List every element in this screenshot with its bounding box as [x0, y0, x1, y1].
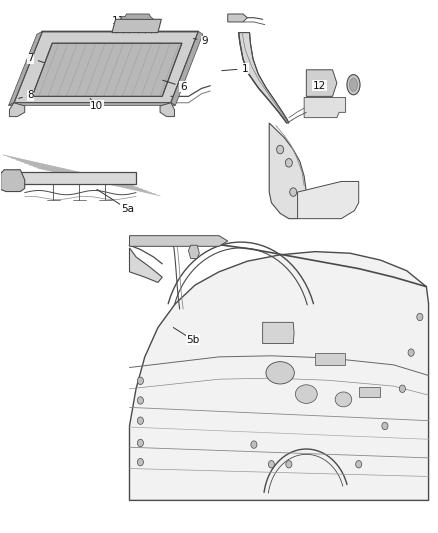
Polygon shape	[9, 31, 42, 106]
Polygon shape	[171, 31, 203, 106]
Circle shape	[417, 313, 423, 321]
Text: 12: 12	[313, 81, 326, 91]
Circle shape	[286, 461, 292, 468]
Ellipse shape	[350, 78, 357, 91]
Text: 8: 8	[27, 90, 34, 100]
Bar	[315, 353, 345, 365]
Polygon shape	[160, 103, 174, 117]
Circle shape	[356, 461, 362, 468]
Text: 9: 9	[202, 36, 208, 46]
Polygon shape	[130, 252, 428, 500]
Polygon shape	[228, 14, 247, 22]
Polygon shape	[10, 103, 25, 117]
Ellipse shape	[347, 75, 360, 95]
Text: 11: 11	[112, 16, 125, 26]
Circle shape	[138, 417, 144, 424]
Polygon shape	[263, 322, 294, 344]
Polygon shape	[1, 169, 25, 191]
Ellipse shape	[335, 392, 352, 407]
Text: 6: 6	[180, 82, 187, 92]
Polygon shape	[297, 181, 359, 219]
Text: 13: 13	[347, 83, 360, 93]
Circle shape	[251, 441, 257, 448]
Polygon shape	[20, 172, 136, 184]
Text: 10: 10	[90, 101, 103, 111]
Circle shape	[138, 439, 144, 447]
Circle shape	[138, 397, 144, 404]
Circle shape	[138, 377, 144, 384]
Circle shape	[268, 461, 275, 468]
Polygon shape	[130, 248, 162, 282]
Polygon shape	[239, 33, 289, 123]
Polygon shape	[269, 123, 306, 219]
Circle shape	[408, 349, 414, 357]
Polygon shape	[32, 43, 182, 96]
Circle shape	[138, 458, 144, 466]
Polygon shape	[130, 236, 228, 246]
Text: 5b: 5b	[186, 335, 199, 345]
Polygon shape	[121, 14, 153, 19]
Ellipse shape	[266, 362, 294, 384]
Circle shape	[290, 188, 297, 196]
Text: 7: 7	[27, 53, 34, 63]
Circle shape	[399, 385, 406, 392]
Text: 5a: 5a	[121, 204, 134, 214]
Circle shape	[277, 146, 284, 154]
Polygon shape	[188, 245, 199, 259]
Bar	[359, 387, 380, 397]
Circle shape	[382, 422, 388, 430]
Polygon shape	[306, 70, 337, 96]
Circle shape	[286, 159, 292, 167]
Text: 1: 1	[242, 64, 248, 74]
Ellipse shape	[295, 385, 317, 403]
Polygon shape	[112, 19, 161, 33]
Polygon shape	[304, 98, 346, 118]
Polygon shape	[14, 31, 198, 103]
Polygon shape	[9, 103, 175, 106]
